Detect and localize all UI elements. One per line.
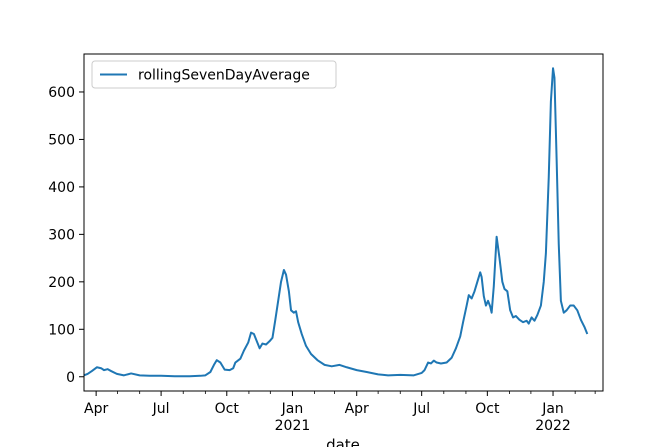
- x-tick-label-6: Oct: [475, 401, 500, 417]
- legend-box: [91, 60, 337, 89]
- legend-label-0: rollingSevenDayAverage: [138, 68, 310, 84]
- x-tick-label-7: Jan: [541, 401, 564, 417]
- x-axis-label: date: [326, 436, 360, 447]
- y-tick-label-3: 300: [48, 227, 75, 243]
- x-tick-label-0: Apr: [84, 401, 108, 417]
- plot-frame: [83, 53, 604, 392]
- y-tick-label-5: 500: [48, 132, 75, 148]
- y-tick-label-2: 200: [48, 275, 75, 291]
- x-tick-label-3: Jan: [281, 401, 304, 417]
- x-tick-sublabel-3: 2021: [275, 418, 311, 434]
- y-tick-label-4: 400: [48, 180, 75, 196]
- x-tick-label-5: Jul: [412, 401, 430, 417]
- x-tick-sublabel-7: 2022: [535, 418, 571, 434]
- x-tick-label-2: Oct: [215, 401, 240, 417]
- y-tick-label-0: 0: [66, 370, 75, 386]
- y-tick-label-6: 600: [48, 85, 75, 101]
- x-tick-label-1: Jul: [152, 401, 170, 417]
- y-tick-label-1: 100: [48, 322, 75, 338]
- series-line-0: [83, 67, 589, 378]
- data-layer: [83, 67, 589, 378]
- legend: rollingSevenDayAverage: [91, 60, 337, 89]
- x-tick-label-4: Apr: [345, 401, 369, 417]
